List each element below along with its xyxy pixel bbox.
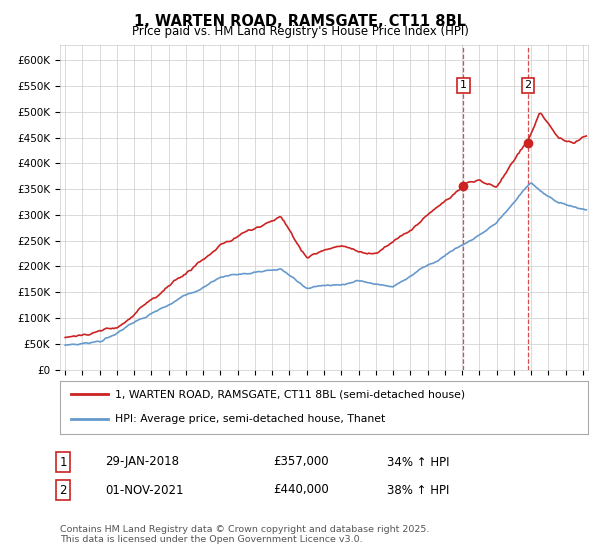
Text: Contains HM Land Registry data © Crown copyright and database right 2025.
This d: Contains HM Land Registry data © Crown c… [60,525,430,544]
Text: 2: 2 [59,483,67,497]
Text: Price paid vs. HM Land Registry's House Price Index (HPI): Price paid vs. HM Land Registry's House … [131,25,469,38]
Text: HPI: Average price, semi-detached house, Thanet: HPI: Average price, semi-detached house,… [115,414,386,424]
Text: 2: 2 [524,81,532,90]
Text: 1, WARTEN ROAD, RAMSGATE, CT11 8BL: 1, WARTEN ROAD, RAMSGATE, CT11 8BL [134,14,466,29]
Text: 1, WARTEN ROAD, RAMSGATE, CT11 8BL (semi-detached house): 1, WARTEN ROAD, RAMSGATE, CT11 8BL (semi… [115,389,466,399]
Text: 38% ↑ HPI: 38% ↑ HPI [387,483,449,497]
Text: 29-JAN-2018: 29-JAN-2018 [105,455,179,469]
Text: £357,000: £357,000 [273,455,329,469]
Text: 1: 1 [460,81,467,90]
Text: £440,000: £440,000 [273,483,329,497]
Text: 1: 1 [59,455,67,469]
Text: 01-NOV-2021: 01-NOV-2021 [105,483,184,497]
Text: 34% ↑ HPI: 34% ↑ HPI [387,455,449,469]
